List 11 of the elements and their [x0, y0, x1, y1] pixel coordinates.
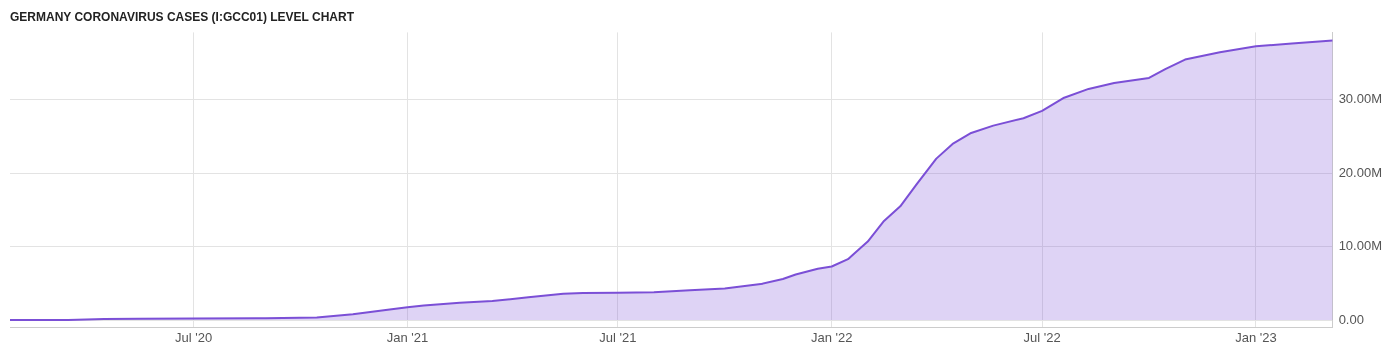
y-tick-label: 10.00M: [1338, 238, 1383, 254]
x-tick-label: Jul '22: [1023, 329, 1061, 345]
x-tick-label: Jul '21: [599, 329, 637, 345]
x-tick-label: Jan '21: [386, 329, 429, 345]
y-tick-label: 0.00: [1338, 311, 1364, 327]
x-tick-label: Jul '20: [175, 329, 213, 345]
x-tick-label: Jan '22: [810, 329, 853, 345]
y-tick-label: 30.00M: [1338, 91, 1383, 107]
chart-title: GERMANY CORONAVIRUS CASES (I:GCC01) LEVEL CHART: [10, 9, 355, 24]
x-tick-label: Jan '23: [1235, 329, 1277, 345]
y-tick-label: 20.00M: [1338, 164, 1383, 180]
